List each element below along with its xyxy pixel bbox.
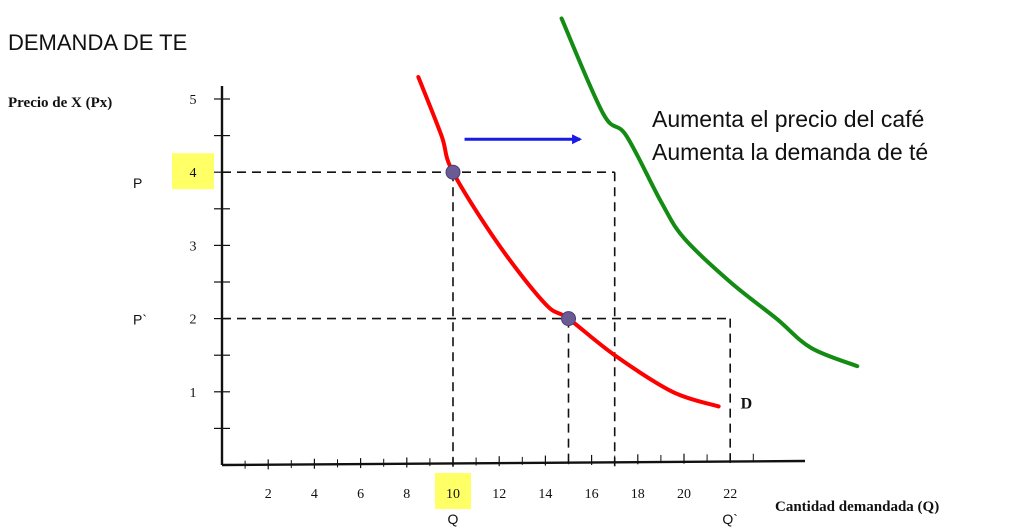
annotation-line-1: Aumenta el precio del café (652, 106, 924, 132)
x-tick-label: 2 (265, 487, 272, 502)
y-axis-label: Precio de X (Px) (8, 95, 112, 111)
equilibrium-point-1 (445, 164, 461, 180)
x-tick-highlight (435, 473, 471, 509)
quantity-label-2: Q` (722, 511, 738, 527)
x-tick-label: 18 (631, 487, 645, 502)
price-label-1: P (133, 175, 142, 191)
demand-curve-original (416, 75, 721, 409)
price-quantity-labels: D P P` Q Q` (133, 175, 752, 527)
x-tick-label: 20 (677, 487, 691, 502)
equilibrium-points (445, 164, 576, 327)
x-axis (221, 459, 806, 467)
x-tick-label: 6 (357, 487, 364, 502)
x-tick-label: 10 (446, 487, 460, 502)
axes (214, 86, 806, 470)
y-tick-label: 1 (190, 386, 197, 401)
chart-title: DEMANDA DE TE (8, 30, 187, 55)
demand-curve-shifted (559, 16, 860, 369)
x-tick-label: 22 (723, 487, 737, 502)
x-tick-label: 12 (492, 487, 506, 502)
demand-curves (416, 16, 860, 409)
curve-label-d: D (741, 395, 753, 412)
equilibrium-point-2 (561, 311, 576, 327)
y-tick-label: 5 (190, 93, 197, 108)
price-label-2: P` (133, 312, 147, 328)
quantity-label-1: Q (448, 511, 459, 527)
dashed-guides (222, 171, 732, 469)
y-tick-label: 2 (190, 313, 197, 328)
y-tick-highlight (172, 153, 214, 190)
annotation-line-2: Aumenta la demanda de té (652, 139, 928, 165)
tick-highlights (172, 153, 471, 509)
x-tick-label: 4 (311, 487, 318, 502)
x-tick-label: 14 (538, 487, 552, 502)
x-tick-label: 8 (403, 487, 410, 502)
y-tick-label: 3 (190, 239, 197, 254)
x-axis-label: Cantidad demandada (Q) (775, 499, 939, 515)
x-tick-label: 16 (585, 487, 599, 502)
y-tick-label: 4 (190, 166, 197, 181)
